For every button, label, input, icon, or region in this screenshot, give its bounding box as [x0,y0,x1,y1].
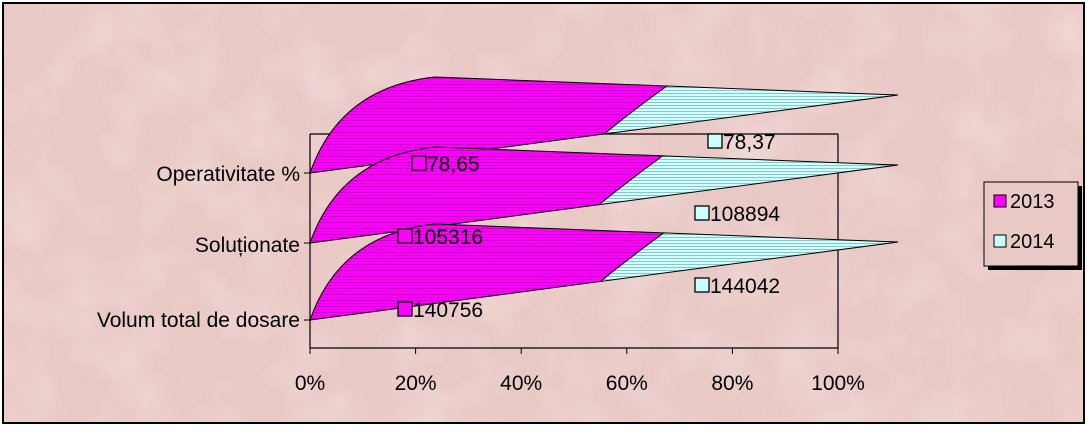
marble-texture [4,4,1083,422]
data-marker-2014-solutionate [694,205,710,221]
data-label-2014-operativitate: 78,37 [707,131,776,154]
legend-swatch-2014 [993,234,1007,248]
x-tick-label-0: 0% [295,372,325,395]
x-tick-label-4: 80% [711,372,753,395]
x-tick-label-3: 60% [606,372,648,395]
data-label-text-2014-volum-total-de-dosare: 144042 [710,275,780,298]
data-labels-layer: 140756 144042 105316 108894 78,65 78,37 [397,131,780,322]
data-label-2014-solutionate: 108894 [694,203,780,226]
bar-group-volum-total-de-dosare [309,223,899,321]
y-category-label-operativitate: Operativitate % [156,163,300,186]
data-label-2013-operativitate: 78,65 [411,153,480,176]
data-marker-2014-volum-total-de-dosare [694,277,710,293]
bars-layer [309,76,899,321]
legend-swatch-2013 [993,194,1007,208]
x-tick-label-5: 100% [811,372,865,395]
data-label-text-2014-solutionate: 108894 [710,203,780,226]
y-category-label-solutionate: Soluționate [195,234,300,257]
legend-box [983,181,1079,267]
x-tick-label-1: 20% [395,372,437,395]
data-label-2014-volum-total-de-dosare: 144042 [694,275,780,298]
data-label-2013-solutionate: 105316 [397,226,483,249]
data-marker-2013-solutionate [397,228,413,244]
data-marker-2013-volum-total-de-dosare [397,301,413,317]
bar-group-solutionate [309,146,899,244]
bar-segment-2014-volum-total-de-dosare [598,232,899,283]
axes-layer: 0% 20% 40% 60% 80% 100% Volum total de dosare S… [97,163,865,395]
data-label-text-2013-volum-total-de-dosare: 140756 [413,299,483,322]
legend-label-2014: 2014 [1010,231,1055,253]
legend: 2013 2014 [983,181,1082,270]
data-label-text-2013-solutionate: 105316 [413,226,483,249]
data-label-text-2014-operativitate: 78,37 [723,131,776,154]
legend-label-2013: 2013 [1010,191,1055,213]
data-label-2013-volum-total-de-dosare: 140756 [397,299,483,322]
data-marker-2013-operativitate [411,155,427,171]
bar-group-operativitate [309,76,899,174]
bar-segment-2014-solutionate [597,155,899,206]
data-label-text-2013-operativitate: 78,65 [427,153,480,176]
y-category-label-volum-total-de-dosare: Volum total de dosare [97,309,300,332]
bar-segment-2014-operativitate [602,85,899,135]
x-tick-label-2: 40% [500,372,542,395]
data-marker-2014-operativitate [707,133,723,149]
